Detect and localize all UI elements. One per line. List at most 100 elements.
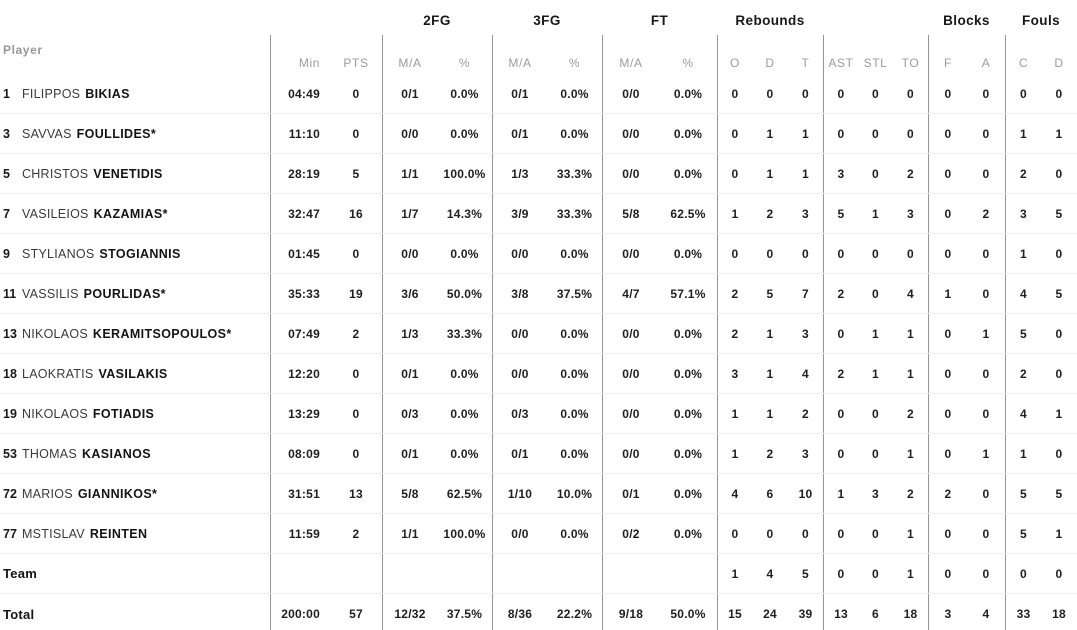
stl-value: 0 [872,526,879,541]
player-first-name: THOMAS [22,446,77,461]
blk-f-value: 1 [928,274,967,313]
2fg-ma-value: 1/1 [382,514,437,553]
player-cell: 19 NIKOLAOS FOTIADIS [0,394,270,433]
reb-o-value: 0 [717,114,752,153]
player-first-name: STYLIANOS [22,246,95,261]
player-last-name: REINTEN [89,526,148,541]
player-cell: Team [0,554,270,593]
col-header-reb-t: T [801,56,810,70]
blk-a-value: 0 [982,286,990,301]
pts-value: 0 [352,126,360,141]
to-value: 1 [907,526,914,541]
group-header-fouls: Fouls [1021,13,1061,28]
ast-value: 0 [823,434,858,473]
blk-a-value: 0 [982,246,990,261]
reb-t-value: 0 [802,86,809,101]
min-value: 12:20 [270,354,330,393]
jersey-number: 72 [3,486,17,501]
ft-ma-value: 0/0 [602,74,659,113]
blk-a-value: 0 [982,406,990,421]
blk-f-value: 3 [928,594,967,630]
player-cell: 18 LAOKRATIS VASILAKIS [0,354,270,393]
ft-ma-value: 0/0 [602,114,659,153]
player-last-name: VASILAKIS [98,366,168,381]
2fg-pct-value: 62.5% [446,486,483,501]
ft-pct-value: 0.0% [673,86,703,101]
foul-c-value: 33 [1005,594,1041,630]
col-header-ft-pct: % [682,56,694,70]
3fg-ma-value: 0/0 [492,514,547,553]
stl-value: 6 [872,607,879,621]
to-value: 0 [907,86,914,101]
3fg-ma-value: 0/0 [492,314,547,353]
reb-o-value: 1 [717,434,752,473]
reb-t-value: 1 [802,166,809,181]
stl-value: 0 [872,246,879,261]
reb-o-value: 0 [717,154,752,193]
group-header-3fg: 3FG [533,13,561,28]
reb-t-value: 10 [798,486,813,501]
reb-o-value: 0 [717,74,752,113]
3fg-ma-value: 0/0 [492,354,547,393]
jersey-number: 13 [3,326,17,341]
ft-pct-value: 0.0% [673,246,703,261]
player-cell: 72 MARIOS GIANNIKOS* [0,474,270,513]
group-header-blocks: Blocks [943,13,990,28]
blk-a-value: 0 [982,126,990,141]
blk-f-value: 0 [928,154,967,193]
ft-pct-value: 62.5% [670,206,706,221]
col-header-ft-ma: M/A [602,35,659,74]
3fg-ma-value: 8/36 [492,594,547,630]
foul-c-value: 5 [1005,314,1041,353]
min-value: 07:49 [270,314,330,353]
col-header-min: Min [270,35,330,74]
2fg-pct-value: 37.5% [446,607,483,621]
ft-ma-value: 0/0 [602,394,659,433]
min-value: 200:00 [270,594,330,630]
2fg-ma-value [382,554,437,593]
table-row: Team 1 4 5 0 0 1 0 0 0 0 [0,554,1077,594]
min-value: 28:19 [270,154,330,193]
3fg-pct-value: 37.5% [556,286,593,301]
2fg-pct-value: 100.0% [443,526,486,541]
player-last-name: KAZAMIAS* [93,206,168,221]
pts-value: 19 [349,286,363,301]
col-header-2fg-pct: % [458,56,471,70]
ft-pct-value: 0.0% [673,526,703,541]
2fg-ma-value: 0/1 [382,74,437,113]
reb-d-value: 2 [766,446,774,461]
group-header-ft: FT [650,13,669,28]
3fg-ma-value: 0/1 [492,114,547,153]
stl-value: 0 [872,86,879,101]
pts-value: 0 [352,406,360,421]
ast-value: 0 [823,74,858,113]
blk-a-value: 1 [982,446,990,461]
blk-a-value: 0 [982,566,990,581]
player-last-name: STOGIANNIS [99,246,181,261]
3fg-ma-value: 1/10 [492,474,547,513]
ft-ma-value: 9/18 [602,594,659,630]
2fg-ma-value: 0/1 [382,434,437,473]
reb-o-value: 0 [717,234,752,273]
col-header-ast: AST [823,35,858,74]
foul-c-value: 1 [1005,114,1041,153]
reb-o-value: 2 [717,314,752,353]
foul-d-value: 0 [1055,566,1063,581]
reb-o-value: 15 [717,594,752,630]
3fg-pct-value: 0.0% [560,406,589,421]
ft-pct-value: 0.0% [673,486,703,501]
reb-d-value: 2 [766,206,774,221]
reb-d-value: 5 [766,286,774,301]
blk-a-value: 4 [982,607,990,621]
reb-t-value: 39 [798,607,813,621]
player-last-name: POURLIDAS* [83,286,166,301]
min-value [270,554,330,593]
player-first-name: VASSILIS [22,286,79,301]
2fg-ma-value: 5/8 [382,474,437,513]
foul-c-value: 5 [1005,474,1041,513]
player-cell: 13 NIKOLAOS KERAMITSOPOULOS* [0,314,270,353]
jersey-number: 5 [3,166,10,181]
ast-value: 0 [823,114,858,153]
to-value: 1 [907,366,914,381]
2fg-pct-value: 0.0% [450,406,479,421]
